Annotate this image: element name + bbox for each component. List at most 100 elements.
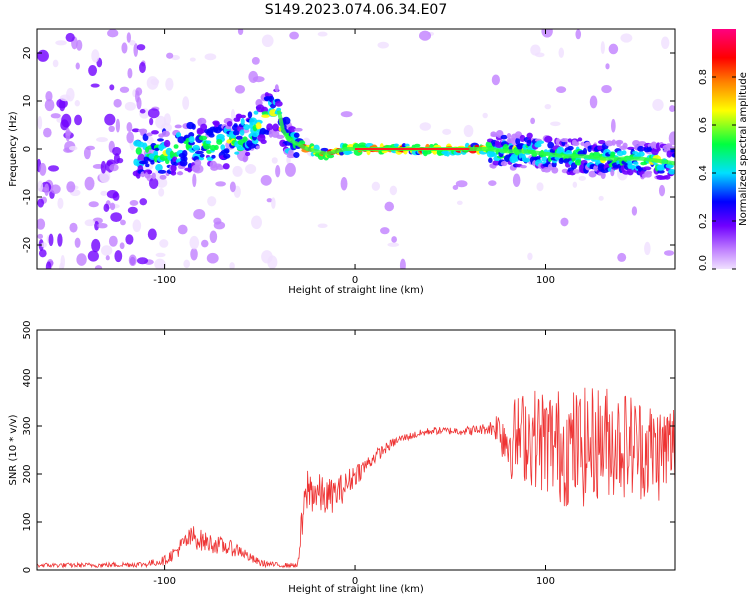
band-blob [157,138,164,142]
noise-blob [317,31,328,37]
snr-y-tick-label: 0 [22,567,33,573]
noise-blob [126,122,133,133]
noise-blob [149,117,154,126]
noise-blob [91,238,101,253]
band-blob [236,113,241,122]
band-blob [169,150,175,159]
noise-blob [512,173,521,187]
noise-blob [340,176,348,191]
noise-blob [610,118,616,133]
band-blob [198,156,205,161]
noise-blob [389,185,398,196]
noise-blob [260,175,272,186]
band-blob [255,145,261,150]
colorbar-tick-label: 0.4 [698,165,709,181]
noise-blob [97,223,108,229]
noise-blob [104,113,116,126]
band-blob [582,147,588,156]
noise-blob [213,217,222,225]
noise-blob [88,65,98,77]
noise-blob [183,259,191,269]
noise-blob [271,197,276,209]
band-blob [551,166,559,174]
noise-blob [94,265,103,269]
colorbar-tick-label: 0.8 [698,69,709,85]
band-blob [657,169,665,174]
band-blob [235,135,243,140]
band-blob [274,84,279,93]
spectrogram-x-axis-label: Height of straight line (km) [288,285,424,296]
noise-blob [166,52,174,59]
band-blob [515,137,521,145]
noise-blob [65,127,71,142]
band-blob [572,141,580,147]
noise-blob [661,36,670,50]
spectrogram-y-tick-label: 0 [22,146,33,152]
noise-blob [114,250,123,263]
noise-blob [192,173,197,188]
noise-blob [76,253,87,266]
noise-blob [245,163,257,174]
noise-blob [266,198,273,203]
noise-blob [45,90,53,102]
noise-blob [113,98,122,108]
band-blob [243,124,250,131]
noise-blob [663,250,675,256]
noise-blob [99,170,111,183]
noise-blob [456,200,463,205]
noise-blob [251,56,260,65]
band-blob [253,110,259,115]
spectrogram-marks [37,29,675,269]
band-blob [598,140,606,145]
noise-blob [52,59,59,68]
colorbar-label: Normalized spectral amplitude [738,72,749,226]
band-blob [668,168,675,175]
noise-blob [112,146,122,156]
band-blob [240,114,246,119]
noise-blob [387,242,400,247]
noise-blob [119,86,130,93]
band-blob [500,134,508,140]
noise-blob [371,181,381,191]
band-blob [194,150,204,155]
noise-blob [57,233,63,247]
band-blob [198,135,208,141]
spectrogram-y-tick-label: -20 [22,237,33,253]
band-blob [616,141,621,148]
band-blob [588,170,597,178]
noise-blob [204,53,217,61]
noise-blob [482,112,488,119]
band-blob [146,132,153,137]
noise-blob [209,230,218,244]
snr-x-tick-label: 0 [352,576,358,587]
band-blob [188,136,195,144]
band-blob [199,153,205,158]
noise-blob [44,183,50,196]
noise-blob [39,162,47,176]
noise-blob [76,39,83,51]
noise-blob [148,177,159,189]
noise-blob [275,165,281,178]
snr-x-tick-label: -100 [153,576,176,587]
band-blob [547,141,555,149]
noise-blob [207,196,217,207]
noise-blob [128,254,137,267]
noise-blob [229,181,236,193]
noise-blob [668,131,675,146]
noise-blob [527,252,533,261]
band-blob [526,132,533,139]
noise-blob [491,74,500,86]
noise-blob [100,245,113,256]
noise-blob [237,29,244,35]
band-blob [560,138,570,143]
noise-blob [380,227,390,235]
noise-blob [488,180,497,187]
noise-blob [189,235,200,250]
noise-blob [601,84,612,94]
band-blob [188,132,195,138]
band-blob [632,151,639,155]
noise-blob [201,239,209,248]
band-blob [632,161,639,165]
band-blob [294,127,303,132]
snr-panel: -100 0 100 0 100 200 300 400 500 Height of strai… [8,320,676,595]
